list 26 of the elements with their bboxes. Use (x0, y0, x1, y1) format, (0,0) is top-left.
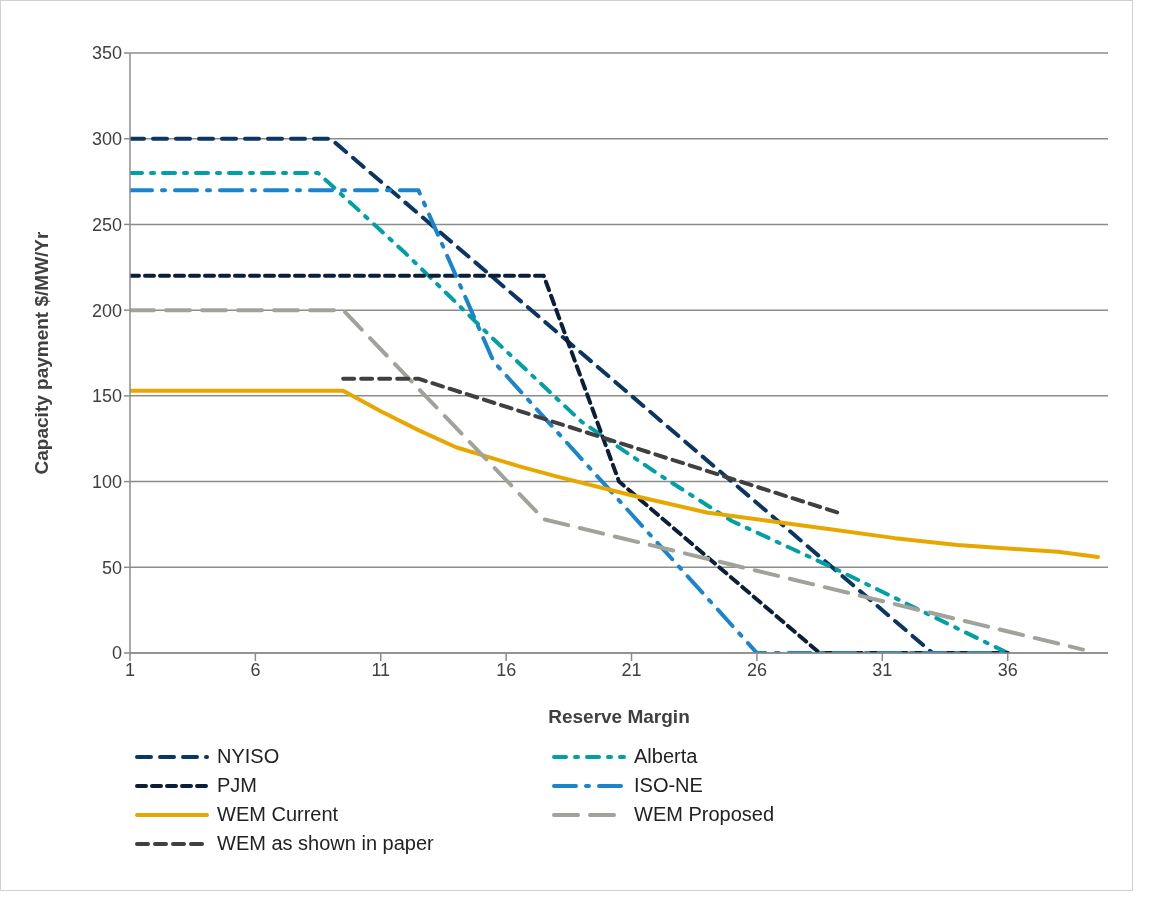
y-tick-label: 200 (91, 300, 122, 321)
y-tick-label: 350 (91, 43, 122, 64)
legend-label: Alberta (634, 745, 698, 768)
legend-label: PJM (217, 774, 257, 797)
y-tick-label: 50 (101, 557, 122, 578)
x-tick-label: 6 (250, 659, 261, 680)
line-series (130, 388, 1100, 559)
x-tick-label: 16 (496, 659, 517, 680)
legend-label: WEM as shown in paper (217, 832, 434, 855)
y-tick-label: 300 (91, 129, 122, 150)
legend-label: ISO-NE (634, 774, 703, 797)
x-tick-label: 1 (124, 659, 136, 680)
x-axis-title: Reserve Margin (548, 706, 690, 727)
legend-label: WEM Current (217, 803, 339, 826)
x-tick-label: 11 (371, 659, 391, 680)
x-tick-label: 31 (872, 659, 893, 680)
y-axis-title: Capacity payment $/MW/Yr (30, 230, 52, 475)
x-tick-label: 21 (621, 659, 642, 680)
legend-label: WEM Proposed (634, 803, 775, 826)
y-tick-label: 0 (111, 643, 122, 664)
y-tick-label: 100 (91, 471, 122, 492)
legend-label: NYISO (217, 745, 280, 768)
y-tick-label: 150 (91, 386, 122, 407)
x-tick-label: 26 (746, 659, 767, 680)
x-tick-label: 36 (997, 659, 1018, 680)
y-tick-label: 250 (91, 214, 122, 235)
